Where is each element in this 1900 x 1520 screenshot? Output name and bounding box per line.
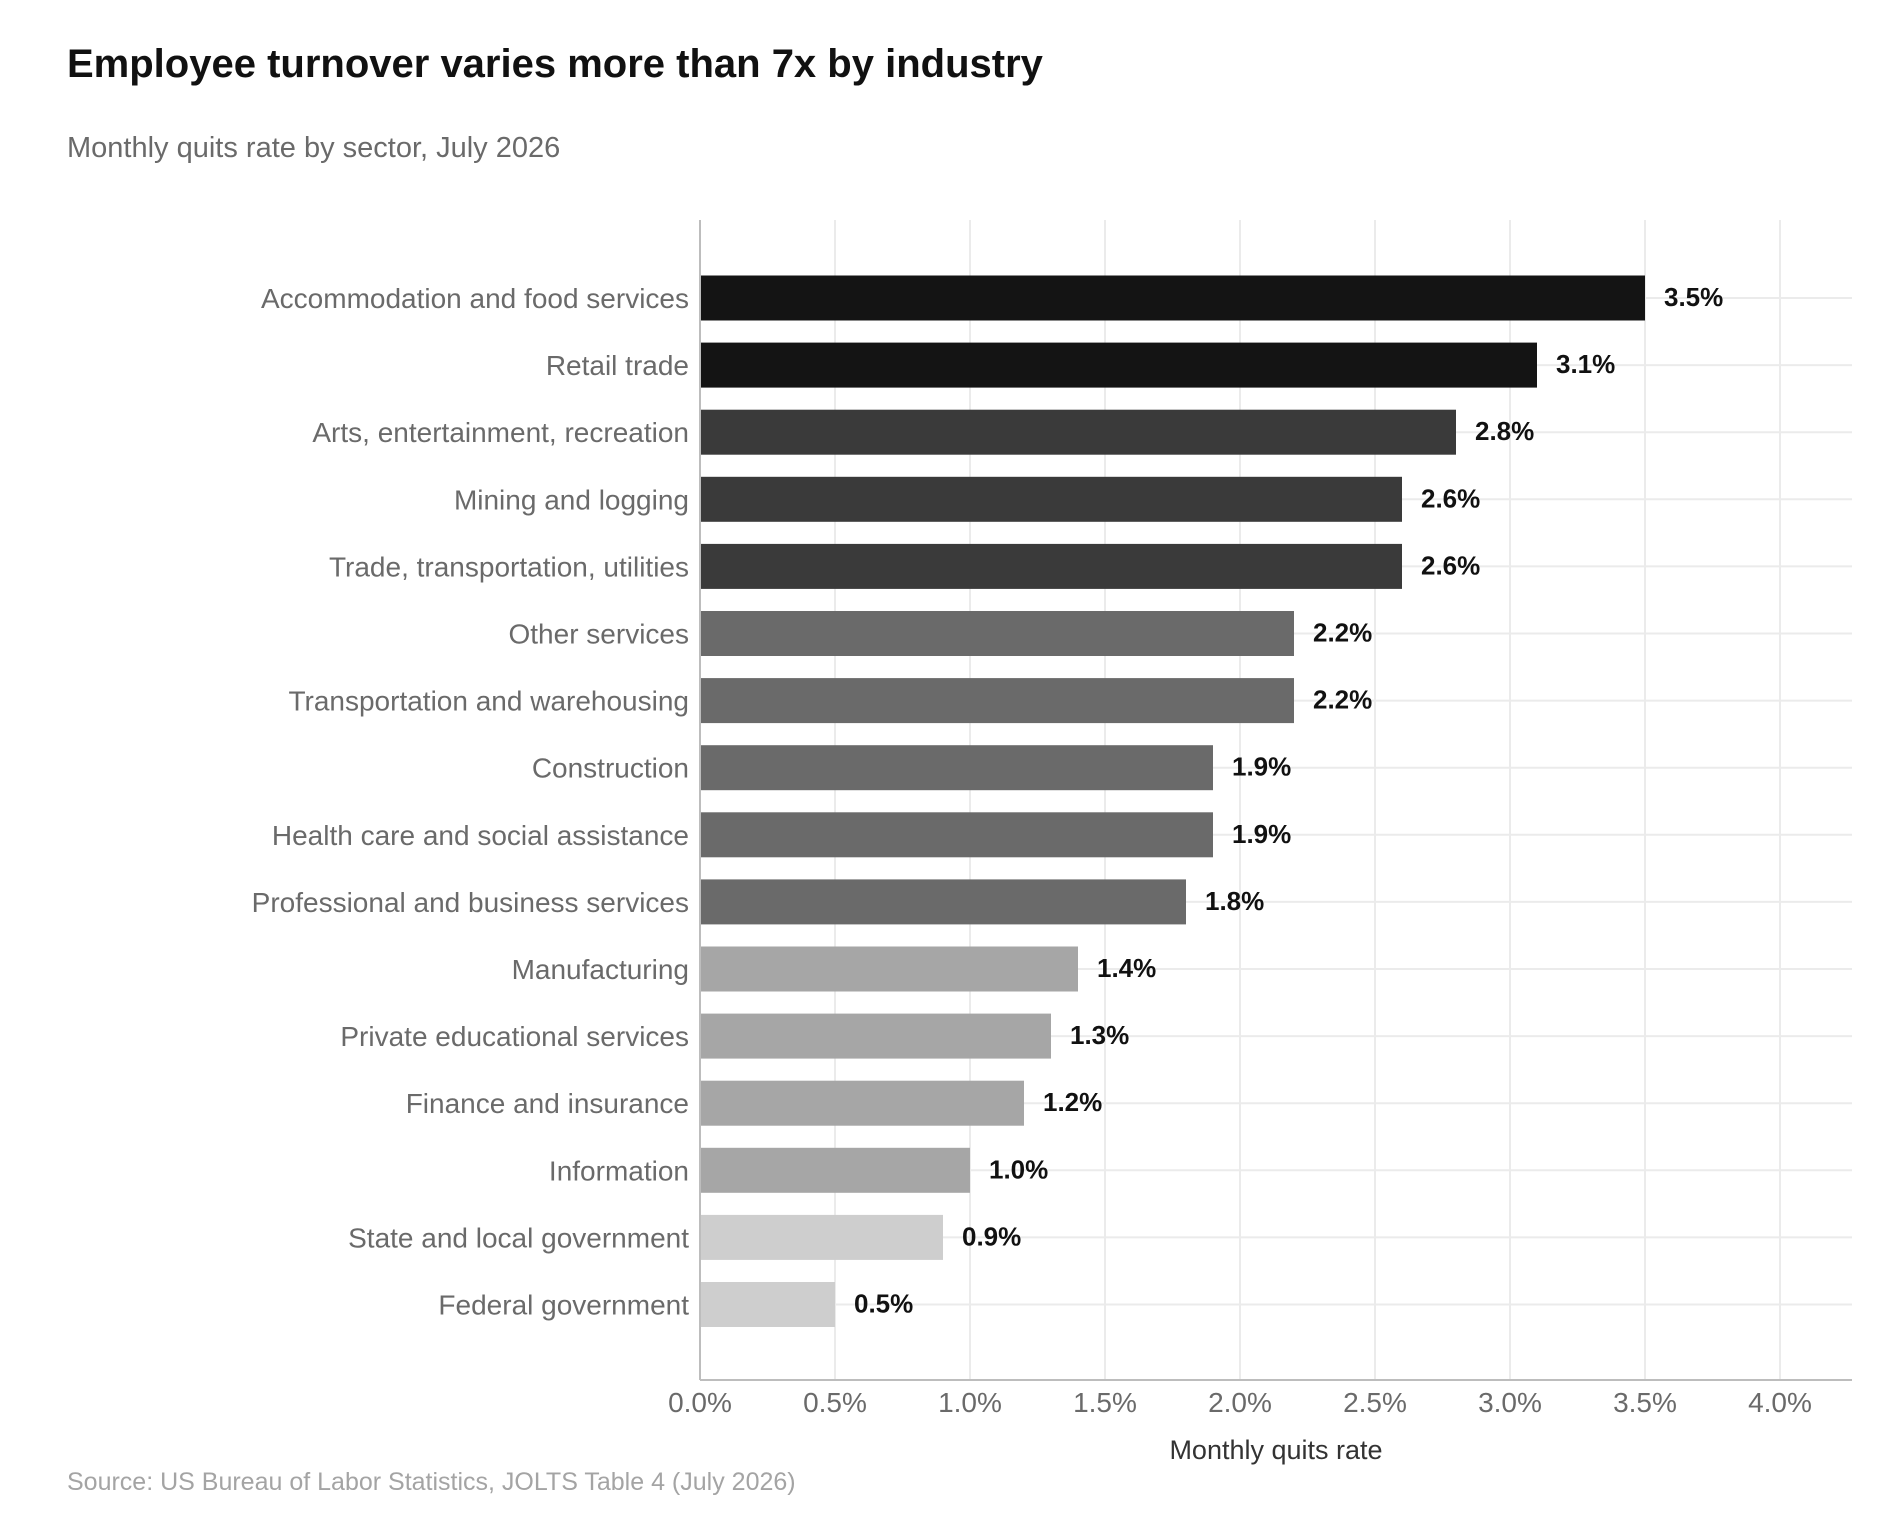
value-label: 3.1% <box>1556 349 1615 379</box>
category-label: Professional and business services <box>252 887 689 918</box>
value-label: 1.0% <box>989 1154 1048 1184</box>
bar <box>700 1282 835 1327</box>
bar <box>700 745 1213 791</box>
x-tick-label: 1.0% <box>938 1387 1002 1418</box>
value-label: 2.2% <box>1313 685 1372 715</box>
category-label: State and local government <box>348 1222 689 1253</box>
chart-subtitle: Monthly quits rate by sector, July 2026 <box>67 132 561 164</box>
x-axis-title: Monthly quits rate <box>1169 1435 1382 1465</box>
x-tick-label: 4.0% <box>1748 1387 1812 1418</box>
bar <box>700 342 1537 388</box>
bar <box>700 543 1402 589</box>
bar <box>700 1214 943 1260</box>
value-label: 1.8% <box>1205 886 1264 916</box>
value-label: 2.6% <box>1421 550 1480 580</box>
bar <box>700 409 1456 455</box>
value-label: 0.5% <box>854 1289 913 1319</box>
bar <box>700 1147 970 1193</box>
category-label: Arts, entertainment, recreation <box>312 417 689 448</box>
bar <box>700 678 1294 724</box>
category-label: Mining and logging <box>454 484 689 515</box>
category-label: Trade, transportation, utilities <box>329 551 689 582</box>
category-label: Health care and social assistance <box>272 820 689 851</box>
category-label: Private educational services <box>340 1021 689 1052</box>
bar <box>700 275 1645 321</box>
value-label: 1.9% <box>1232 819 1291 849</box>
value-label: 2.6% <box>1421 483 1480 513</box>
bar <box>700 611 1294 656</box>
category-label: Finance and insurance <box>406 1088 689 1119</box>
value-label: 1.4% <box>1097 953 1156 983</box>
bar <box>700 1013 1051 1059</box>
category-label: Accommodation and food services <box>261 283 689 314</box>
category-label: Other services <box>509 619 690 650</box>
bar <box>700 812 1213 858</box>
category-label: Transportation and warehousing <box>288 686 689 717</box>
x-tick-label: 2.5% <box>1343 1387 1407 1418</box>
value-label: 1.2% <box>1043 1087 1102 1117</box>
x-tick-label: 0.0% <box>668 1387 732 1418</box>
category-label: Manufacturing <box>512 954 689 985</box>
value-label: 1.3% <box>1070 1020 1129 1050</box>
bar <box>700 946 1078 992</box>
category-label: Federal government <box>438 1290 689 1321</box>
bar <box>700 879 1186 925</box>
value-label: 0.9% <box>962 1221 1021 1251</box>
x-tick-label: 3.5% <box>1613 1387 1677 1418</box>
chart-source: Source: US Bureau of Labor Statistics, J… <box>67 1468 796 1496</box>
value-label: 2.2% <box>1313 618 1372 648</box>
value-label: 3.5% <box>1664 282 1723 312</box>
category-label: Retail trade <box>546 350 689 381</box>
bar <box>700 476 1402 522</box>
x-tick-label: 1.5% <box>1073 1387 1137 1418</box>
chart-title: Employee turnover varies more than 7x by… <box>67 42 1043 86</box>
bar <box>700 1080 1024 1126</box>
x-tick-label: 0.5% <box>803 1387 867 1418</box>
category-label: Construction <box>532 753 689 784</box>
category-label: Information <box>549 1155 689 1186</box>
x-tick-label: 2.0% <box>1208 1387 1272 1418</box>
value-label: 1.9% <box>1232 752 1291 782</box>
value-label: 2.8% <box>1475 416 1534 446</box>
x-tick-label: 3.0% <box>1478 1387 1542 1418</box>
